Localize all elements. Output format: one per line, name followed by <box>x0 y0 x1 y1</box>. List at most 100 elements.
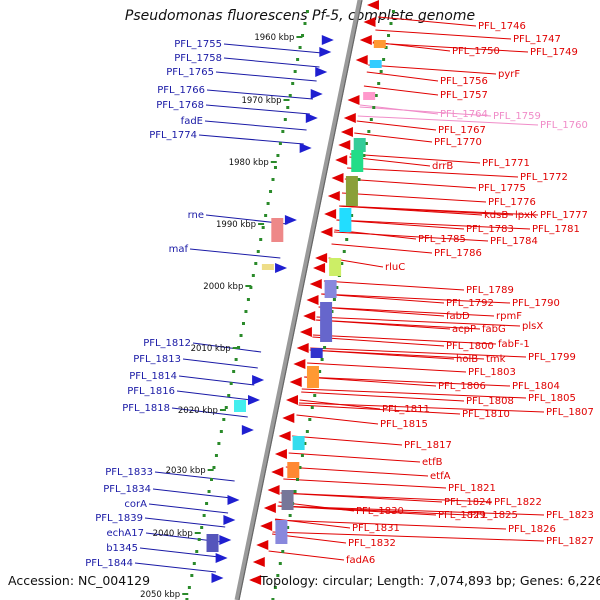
gene-label-left: PFL_1774 <box>149 130 197 141</box>
gene-label-right: PFL_1800 <box>446 341 494 352</box>
tick-mark-inner <box>291 82 295 85</box>
reverse-gene-arrow <box>309 279 322 289</box>
gene-label-left: fadE <box>181 116 203 127</box>
forward-gene-arrow <box>211 573 224 583</box>
forward-gene-arrow <box>215 553 228 563</box>
gene-label-right: PFL_1827 <box>546 536 594 547</box>
gene-label-right: PFL_1756 <box>440 76 488 87</box>
leader-line-right <box>312 336 445 347</box>
tick-mark-inner <box>224 406 228 409</box>
tick-mark-inner <box>286 106 290 109</box>
leader-line-right <box>341 192 487 203</box>
tick-mark-inner <box>254 262 258 265</box>
reverse-gene-arrow <box>289 377 302 387</box>
gene-label-left: PFL_1818 <box>122 403 170 414</box>
gene-label-right: PFL_1799 <box>528 352 576 363</box>
topology-text: Topology: circular; Length: 7,074,893 bp… <box>260 573 600 588</box>
leader-line-right <box>304 376 437 387</box>
reverse-gene-arrow <box>347 95 360 105</box>
leader-line-left <box>148 503 229 514</box>
reverse-gene-arrow <box>252 557 265 567</box>
reverse-gene-arrow <box>320 227 333 237</box>
leader-line-right <box>344 178 477 189</box>
gene-label-right: PFL_1786 <box>434 248 482 259</box>
leader-line-right <box>321 293 511 304</box>
reverse-gene-arrow <box>249 575 262 585</box>
forward-gene-arrow <box>275 263 288 273</box>
leader-line-right <box>336 219 531 230</box>
gene-label-right: PFL_1749 <box>530 47 578 58</box>
kbp-label: 1990 kbp <box>216 220 256 230</box>
leader-line-left <box>215 71 317 82</box>
leader-line-left <box>206 89 313 100</box>
tick-mark-outer <box>320 358 324 361</box>
genome-backbone-edge <box>238 0 363 600</box>
tick-mark-inner <box>273 166 277 169</box>
reverse-gene-arrow <box>278 431 291 441</box>
tick-mark-outer <box>379 70 383 73</box>
gene-label-right: PFL_1757 <box>440 90 488 101</box>
tick-mark-outer <box>300 454 304 457</box>
feature-block <box>275 520 288 544</box>
tick-mark-outer <box>273 586 277 589</box>
leader-line-right <box>301 388 527 399</box>
tick-mark-outer <box>298 466 302 469</box>
feature-block <box>369 60 382 68</box>
gene-label-right: plsX <box>522 321 543 332</box>
gene-label-left: PFL_1844 <box>85 558 133 569</box>
tick-mark-outer <box>357 178 361 181</box>
leader-line-left <box>134 562 217 573</box>
leader-line-right <box>268 550 345 561</box>
feature-block <box>306 366 319 388</box>
gene-label-right: PFL_1750 <box>452 46 500 57</box>
kbp-label: 2050 kbp <box>140 590 180 600</box>
leader-line-right <box>372 42 529 53</box>
leader-line-right <box>356 120 437 131</box>
leader-line-right <box>315 319 481 330</box>
tick-mark-inner <box>195 550 199 553</box>
reverse-gene-arrow <box>327 191 340 201</box>
gene-label-right: PFL_1781 <box>532 224 580 235</box>
tick-mark-outer <box>271 598 275 600</box>
leader-line-right <box>274 519 507 530</box>
gene-label-right: PFL_1805 <box>528 393 576 404</box>
leader-line-right <box>336 219 465 230</box>
reverse-gene-arrow <box>343 113 356 123</box>
gene-label-left: PFL_1812 <box>143 338 191 349</box>
gene-label-right: PFL_1767 <box>438 125 486 136</box>
tick-mark-inner <box>222 418 226 421</box>
reverse-gene-arrow <box>256 540 269 550</box>
kbp-label: 1960 kbp <box>254 33 294 43</box>
gene-label-left: PFL_1766 <box>157 85 205 96</box>
tick-mark-outer <box>335 286 339 289</box>
leader-line-right <box>275 518 351 529</box>
tick-mark-outer <box>367 130 371 133</box>
tick-mark-inner <box>249 286 253 289</box>
gene-label-right: PFL_1829 <box>438 510 486 521</box>
tick-mark-inner <box>276 154 280 157</box>
gene-label-right: etfA <box>430 471 451 482</box>
leader-line-right <box>280 492 493 503</box>
gene-label-left: PFL_1755 <box>174 39 222 50</box>
tick-mark-outer <box>374 94 378 97</box>
tick-mark-inner <box>241 322 245 325</box>
tick-mark-inner <box>207 490 211 493</box>
feature-block <box>324 280 337 298</box>
gene-label-right: PFL_1810 <box>462 409 510 420</box>
reverse-gene-arrow <box>303 311 316 321</box>
tick-mark-inner <box>214 454 218 457</box>
gene-label-left: PFL_1758 <box>174 53 222 64</box>
gene-label-right: fabG <box>482 324 506 335</box>
tick-mark-outer <box>384 46 388 49</box>
gene-label-right: PFL_1776 <box>488 197 536 208</box>
leader-line-right <box>277 505 437 516</box>
forward-gene-arrow <box>284 215 297 225</box>
gene-label-right: PFL_1826 <box>508 524 556 535</box>
gene-label-left: PFL_1839 <box>95 513 143 524</box>
forward-gene-arrow <box>252 375 265 385</box>
tick-mark-inner <box>232 370 236 373</box>
feature-block <box>339 208 352 232</box>
kbp-label: 1970 kbp <box>241 96 281 106</box>
genome-backbone <box>234 0 363 600</box>
